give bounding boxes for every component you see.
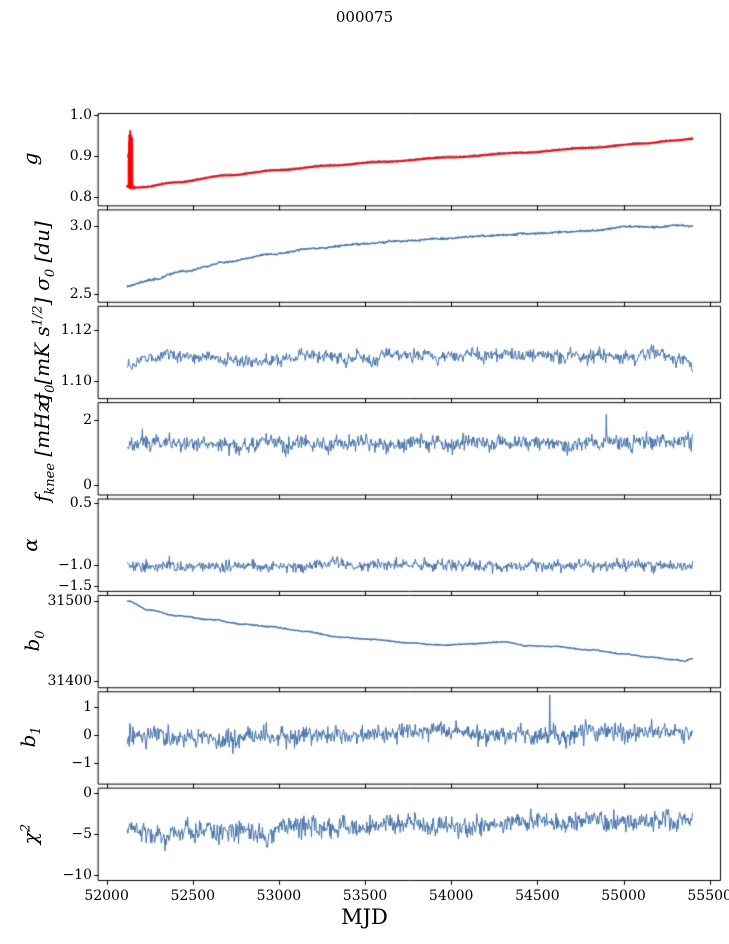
x-tick-label: 52500 (170, 888, 216, 904)
y-axis-label-chi2: χ2 (18, 823, 42, 845)
x-tick-label: 53000 (256, 888, 302, 904)
x-tick-label: 54500 (515, 888, 560, 904)
y-tick-label-sigma0_du: 2.5 (69, 285, 92, 302)
y-tick-label-alpha: −1.5 (58, 577, 92, 594)
y-tick-label-sigma0_du: 3.0 (69, 217, 92, 234)
y-tick-label-sigma0_mk: 1.12 (60, 322, 92, 339)
y-tick-label-b0: 31500 (47, 593, 92, 610)
x-axis-label: MJD (341, 905, 388, 929)
y-tick-label-sigma0_mk: 1.10 (60, 373, 92, 390)
y-tick-label-chi2: 0 (83, 784, 92, 801)
y-tick-label-b1: 0 (83, 726, 92, 743)
y-tick-label-fknee: 0 (83, 477, 92, 494)
y-tick-label-b1: 1 (83, 698, 92, 715)
y-tick-label-gain: 1.0 (69, 107, 92, 124)
x-tick-label: 52000 (84, 888, 129, 904)
y-tick-label-b1: −1 (71, 754, 92, 771)
y-tick-label-fknee: 2 (83, 412, 92, 429)
x-tick-label: 53500 (342, 888, 388, 904)
figure-title: 000075 (335, 8, 394, 26)
y-tick-label-alpha: −1.0 (58, 557, 92, 574)
x-tick-label: 55000 (601, 888, 646, 904)
y-tick-label-chi2: −5 (71, 825, 92, 842)
y-tick-label-alpha: 0.5 (69, 495, 92, 512)
y-tick-label-chi2: −10 (62, 867, 92, 884)
y-tick-label-b0: 31400 (47, 672, 92, 689)
x-tick-label: 54000 (428, 888, 474, 904)
y-tick-label-gain: 0.8 (69, 189, 92, 206)
x-tick-label: 55500 (687, 888, 729, 904)
y-tick-label-gain: 0.9 (69, 148, 92, 165)
